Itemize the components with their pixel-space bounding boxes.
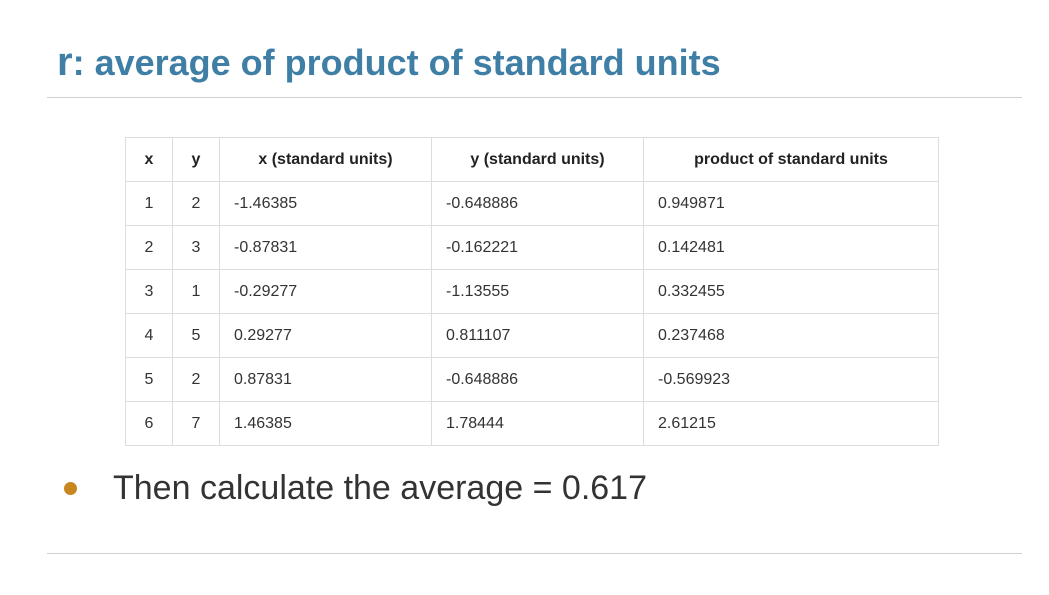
cell-y-standard: -1.13555 [431, 269, 644, 314]
header-y-standard-units: y (standard units) [431, 137, 644, 182]
cell-x: 2 [125, 225, 173, 270]
cell-y-standard: -0.648886 [431, 181, 644, 226]
header-y: y [172, 137, 220, 182]
cell-x-standard: -0.87831 [219, 225, 432, 270]
cell-y: 2 [172, 181, 220, 226]
header-x-standard-units: x (standard units) [219, 137, 432, 182]
cell-y: 3 [172, 225, 220, 270]
cell-x-standard: 1.46385 [219, 401, 432, 446]
cell-x: 5 [125, 357, 173, 402]
table-row: 3 1 -0.29277 -1.13555 0.332455 [125, 269, 939, 314]
cell-y-standard: -0.648886 [431, 357, 644, 402]
cell-x: 4 [125, 313, 173, 358]
slide-title: r: average of product of standard units [57, 40, 721, 85]
table-row: 5 2 0.87831 -0.648886 -0.569923 [125, 357, 939, 402]
cell-product: 0.332455 [643, 269, 939, 314]
cell-y: 1 [172, 269, 220, 314]
table-row: 6 7 1.46385 1.78444 2.61215 [125, 401, 939, 446]
bullet-dot-icon [64, 481, 77, 495]
cell-x: 3 [125, 269, 173, 314]
cell-x-standard: -1.46385 [219, 181, 432, 226]
header-x: x [125, 137, 173, 182]
table-header-row: x y x (standard units) y (standard units… [125, 137, 939, 182]
cell-product: -0.569923 [643, 357, 939, 402]
cell-y: 7 [172, 401, 220, 446]
cell-y-standard: 1.78444 [431, 401, 644, 446]
cell-x-standard: 0.87831 [219, 357, 432, 402]
cell-product: 0.142481 [643, 225, 939, 270]
table-row: 1 2 -1.46385 -0.648886 0.949871 [125, 181, 939, 226]
standard-units-table: x y x (standard units) y (standard units… [125, 137, 939, 446]
cell-y-standard: 0.811107 [431, 313, 644, 358]
cell-x: 6 [125, 401, 173, 446]
cell-product: 2.61215 [643, 401, 939, 446]
bullet-text: Then calculate the average = 0.617 [113, 469, 647, 507]
cell-y: 5 [172, 313, 220, 358]
cell-product: 0.237468 [643, 313, 939, 358]
header-product: product of standard units [643, 137, 939, 182]
title-text: : average of product of standard units [72, 42, 721, 83]
cell-x: 1 [125, 181, 173, 226]
cell-y-standard: -0.162221 [431, 225, 644, 270]
bullet-item: Then calculate the average = 0.617 [64, 466, 647, 510]
cell-x-standard: 0.29277 [219, 313, 432, 358]
table-row: 4 5 0.29277 0.811107 0.237468 [125, 313, 939, 358]
table-row: 2 3 -0.87831 -0.162221 0.142481 [125, 225, 939, 270]
top-divider [47, 97, 1022, 98]
cell-x-standard: -0.29277 [219, 269, 432, 314]
cell-product: 0.949871 [643, 181, 939, 226]
bottom-divider [47, 553, 1022, 554]
title-variable: r [57, 40, 73, 84]
cell-y: 2 [172, 357, 220, 402]
